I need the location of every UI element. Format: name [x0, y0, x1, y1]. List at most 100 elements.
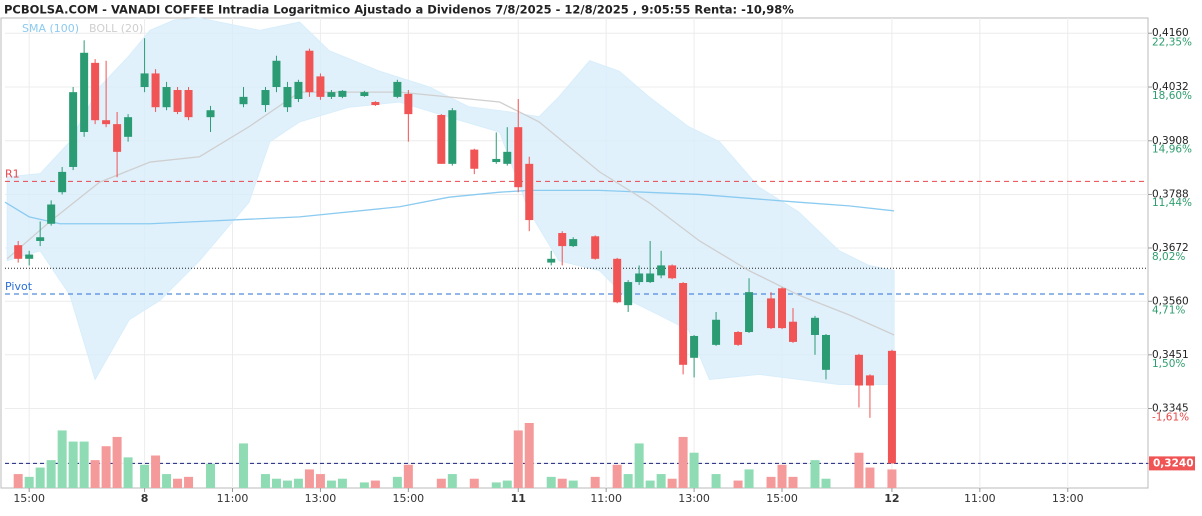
candle-body	[162, 87, 171, 108]
candle-body	[151, 73, 160, 108]
candle-body	[124, 117, 133, 137]
candle-body	[360, 92, 369, 97]
volume-bar	[271, 478, 281, 488]
x-tick-label: 15:00	[392, 492, 424, 505]
y-tick-label: 0,3672	[1152, 242, 1189, 254]
volume-bar	[68, 441, 78, 488]
volume-bar	[238, 443, 248, 488]
volume-bar	[184, 476, 194, 488]
y-tick-label: 0,4160	[1152, 27, 1189, 39]
candle-body	[613, 258, 622, 303]
y-tick-label: 0,4032	[1152, 81, 1189, 93]
candle-body	[305, 50, 314, 93]
volume-bar	[359, 482, 369, 488]
candle-body	[58, 171, 67, 193]
volume-bar	[123, 457, 133, 488]
volume-bar	[293, 478, 303, 488]
volume-bar	[90, 460, 100, 488]
indicator-line	[4, 189, 895, 225]
candle-body	[635, 273, 644, 283]
volume-bar	[524, 423, 534, 488]
volume-bar	[447, 474, 457, 488]
candle-body	[36, 237, 45, 241]
volume-bar	[689, 452, 699, 488]
volume-bar	[112, 436, 122, 488]
candle-body	[14, 245, 23, 259]
volume-bar	[35, 467, 45, 488]
y-tick-label: 0,3788	[1152, 188, 1189, 200]
volume-bar	[821, 478, 831, 488]
volume-bar	[13, 474, 23, 488]
candle-body	[47, 204, 56, 224]
y2-tick-label: 4,71%	[1152, 304, 1185, 316]
x-tick-label: 11:00	[964, 492, 996, 505]
candle-body	[69, 92, 78, 167]
volume-bar	[733, 480, 743, 488]
y2-tick-label: 8,02%	[1152, 251, 1185, 263]
candle-body	[371, 102, 380, 106]
candle-body	[767, 298, 776, 329]
candle-body	[745, 292, 754, 333]
candle-body	[525, 163, 534, 221]
candle-body	[448, 110, 457, 164]
volume-bar	[101, 446, 111, 488]
candle-body	[239, 96, 248, 105]
y-tick-label: 0,3908	[1152, 135, 1189, 147]
x-tick-label: 11	[511, 492, 526, 505]
volume-bar	[469, 478, 479, 488]
volume-bar	[403, 464, 413, 488]
candle-body	[789, 321, 798, 342]
last-price-label: 0,3240	[1153, 457, 1194, 469]
candle-body	[821, 334, 830, 370]
candle-body	[316, 76, 325, 97]
volume-bar	[206, 463, 216, 488]
x-tick-label: 12	[884, 492, 899, 505]
candle-body	[865, 375, 874, 386]
candle-body	[690, 335, 699, 358]
candle-body	[338, 90, 347, 97]
candle-body	[261, 90, 270, 106]
candle-body	[113, 124, 122, 152]
x-tick-label: 13:00	[1052, 492, 1084, 505]
volume-bar	[370, 480, 380, 488]
chart-title: PCBOLSA.COM - VANADI COFFEE Intradia Log…	[4, 3, 794, 17]
volume-bar	[282, 480, 292, 488]
volume-bar	[744, 469, 754, 488]
volume-bar	[337, 478, 347, 488]
volume-bar	[766, 476, 776, 488]
volume-bar	[568, 480, 578, 488]
candle-body	[514, 127, 523, 188]
y-tick-label: 0,3560	[1152, 295, 1189, 307]
x-tick-label: 11:00	[590, 492, 622, 505]
candle-body	[437, 114, 446, 164]
volume-bar	[557, 478, 567, 488]
volume-bar	[810, 460, 820, 488]
volume-bar	[151, 455, 161, 488]
volume-bar	[162, 474, 172, 488]
candle-body	[173, 90, 182, 112]
x-tick-label: 13:00	[678, 492, 710, 505]
candle-body	[503, 151, 512, 164]
volume-bar	[590, 476, 600, 488]
x-tick-label: 15:00	[13, 492, 45, 505]
candle-body	[887, 350, 896, 464]
candle-body	[184, 90, 193, 118]
y2-tick-label: 22,35%	[1152, 36, 1192, 48]
volume-bar	[513, 430, 523, 488]
candle-body	[80, 52, 89, 132]
volume-bar	[260, 474, 270, 488]
candle-body	[778, 288, 787, 329]
level-label: Pivot	[5, 280, 33, 293]
candle-body	[558, 233, 567, 247]
volume-bar	[645, 480, 655, 488]
volume-bar	[79, 441, 89, 488]
volume-bar	[173, 478, 183, 488]
volume-bar	[612, 464, 622, 488]
legend-entry: SMA (100)	[22, 22, 79, 35]
candle-body	[591, 236, 600, 259]
volume-bar	[140, 464, 150, 488]
volume-bar	[491, 482, 501, 488]
y2-tick-label: 11,44%	[1152, 197, 1192, 209]
volume-bar	[502, 480, 512, 488]
volume-bar	[854, 452, 864, 488]
